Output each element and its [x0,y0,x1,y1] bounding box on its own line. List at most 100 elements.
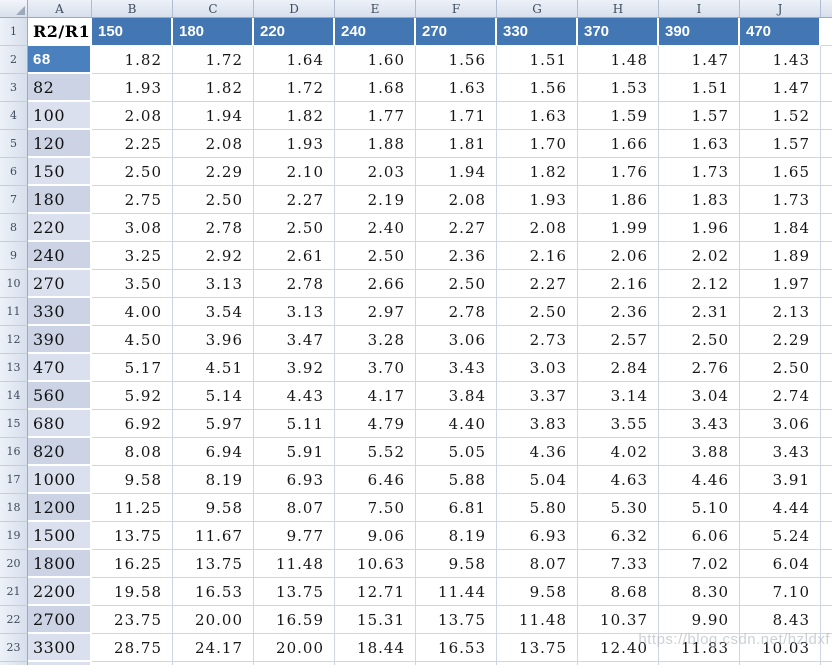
cell-D20[interactable]: 11.48 [254,550,335,578]
cell-F21[interactable]: 11.44 [416,578,497,606]
row-header-11[interactable]: 11 [0,298,28,326]
cell-H16[interactable]: 4.02 [578,438,659,466]
cell-sliver[interactable] [821,634,832,662]
cell-D19[interactable]: 9.77 [254,522,335,550]
cell-B3[interactable]: 1.93 [92,74,173,102]
row-header-22[interactable]: 22 [0,606,28,634]
cell-sliver[interactable] [821,298,832,326]
cell-I2[interactable]: 1.47 [659,46,740,74]
row-header-9[interactable]: 9 [0,242,28,270]
cell-H23[interactable]: 12.40 [578,634,659,662]
row-header-23[interactable]: 23 [0,634,28,662]
cell-J4[interactable]: 1.52 [740,102,821,130]
cell-F2[interactable]: 1.56 [416,46,497,74]
cell-E2[interactable]: 1.60 [335,46,416,74]
cell-E24[interactable] [335,662,416,665]
cell-F7[interactable]: 2.08 [416,186,497,214]
cell-H9[interactable]: 2.06 [578,242,659,270]
cell-A11[interactable]: 330 [28,298,92,326]
cell-B24[interactable] [92,662,173,665]
cell-sliver[interactable] [821,102,832,130]
cell-C11[interactable]: 3.54 [173,298,254,326]
cell-J22[interactable]: 8.43 [740,606,821,634]
cell-sliver[interactable] [821,466,832,494]
cell-F1[interactable]: 270 [416,18,497,46]
cell-H13[interactable]: 2.84 [578,354,659,382]
cell-E14[interactable]: 4.17 [335,382,416,410]
cell-sliver[interactable] [821,242,832,270]
cell-J6[interactable]: 1.65 [740,158,821,186]
cell-D7[interactable]: 2.27 [254,186,335,214]
cell-H3[interactable]: 1.53 [578,74,659,102]
cell-H6[interactable]: 1.76 [578,158,659,186]
cell-E9[interactable]: 2.50 [335,242,416,270]
cell-A3[interactable]: 82 [28,74,92,102]
cell-A10[interactable]: 270 [28,270,92,298]
cell-G6[interactable]: 1.82 [497,158,578,186]
cell-J15[interactable]: 3.06 [740,410,821,438]
cell-B21[interactable]: 19.58 [92,578,173,606]
cell-E4[interactable]: 1.77 [335,102,416,130]
cell-D1[interactable]: 220 [254,18,335,46]
cell-J19[interactable]: 5.24 [740,522,821,550]
cell-C13[interactable]: 4.51 [173,354,254,382]
cell-E20[interactable]: 10.63 [335,550,416,578]
cell-C2[interactable]: 1.72 [173,46,254,74]
cell-F6[interactable]: 1.94 [416,158,497,186]
cell-D14[interactable]: 4.43 [254,382,335,410]
cell-sliver[interactable] [821,354,832,382]
cell-D18[interactable]: 8.07 [254,494,335,522]
cell-B19[interactable]: 13.75 [92,522,173,550]
cell-G12[interactable]: 2.73 [497,326,578,354]
cell-H15[interactable]: 3.55 [578,410,659,438]
cell-B8[interactable]: 3.08 [92,214,173,242]
row-header-8[interactable]: 8 [0,214,28,242]
cell-H7[interactable]: 1.86 [578,186,659,214]
cell-A23[interactable]: 3300 [28,634,92,662]
row-header-10[interactable]: 10 [0,270,28,298]
cell-H14[interactable]: 3.14 [578,382,659,410]
cell-G17[interactable]: 5.04 [497,466,578,494]
cell-sliver[interactable] [821,494,832,522]
row-header-14[interactable]: 14 [0,382,28,410]
row-header-1[interactable]: 1 [0,18,28,46]
cell-D24[interactable] [254,662,335,665]
cell-D15[interactable]: 5.11 [254,410,335,438]
cell-E15[interactable]: 4.79 [335,410,416,438]
cell-A20[interactable]: 1800 [28,550,92,578]
cell-B20[interactable]: 16.25 [92,550,173,578]
cell-B2[interactable]: 1.82 [92,46,173,74]
cell-H8[interactable]: 1.99 [578,214,659,242]
cell-B13[interactable]: 5.17 [92,354,173,382]
cell-C23[interactable]: 24.17 [173,634,254,662]
cell-B14[interactable]: 5.92 [92,382,173,410]
cell-B16[interactable]: 8.08 [92,438,173,466]
cell-E17[interactable]: 6.46 [335,466,416,494]
cell-A15[interactable]: 680 [28,410,92,438]
cell-A1[interactable]: R2/R1 [28,18,92,46]
cell-E8[interactable]: 2.40 [335,214,416,242]
cell-J3[interactable]: 1.47 [740,74,821,102]
cell-G15[interactable]: 3.83 [497,410,578,438]
column-header-I[interactable]: I [659,0,740,17]
cell-B11[interactable]: 4.00 [92,298,173,326]
cell-D21[interactable]: 13.75 [254,578,335,606]
cell-J7[interactable]: 1.73 [740,186,821,214]
cell-sliver[interactable] [821,46,832,74]
cell-H10[interactable]: 2.16 [578,270,659,298]
cell-D9[interactable]: 2.61 [254,242,335,270]
row-header-3[interactable]: 3 [0,74,28,102]
cell-C14[interactable]: 5.14 [173,382,254,410]
cell-sliver[interactable] [821,522,832,550]
cell-J16[interactable]: 3.43 [740,438,821,466]
cell-D10[interactable]: 2.78 [254,270,335,298]
cell-I16[interactable]: 3.88 [659,438,740,466]
cell-J23[interactable]: 10.03 [740,634,821,662]
cell-F8[interactable]: 2.27 [416,214,497,242]
cell-B5[interactable]: 2.25 [92,130,173,158]
cell-I18[interactable]: 5.10 [659,494,740,522]
cell-I12[interactable]: 2.50 [659,326,740,354]
cell-G3[interactable]: 1.56 [497,74,578,102]
row-header-15[interactable]: 15 [0,410,28,438]
cell-I17[interactable]: 4.46 [659,466,740,494]
